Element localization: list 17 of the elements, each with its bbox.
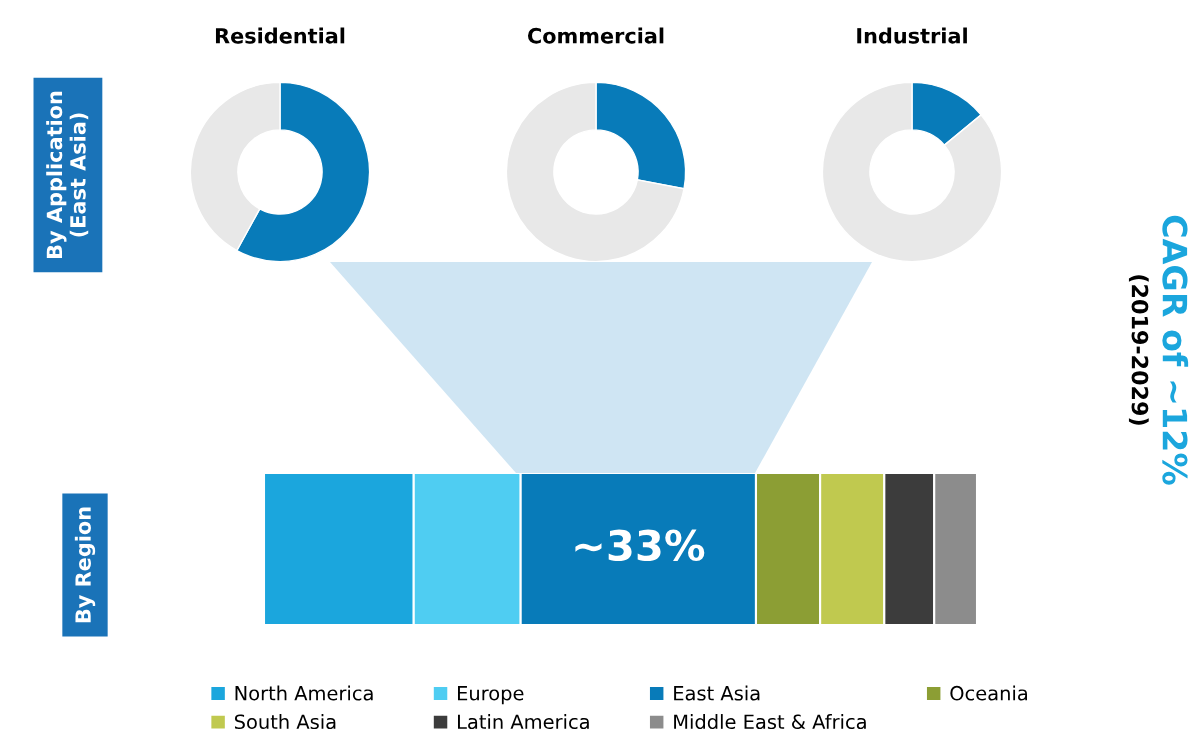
donut-slice bbox=[821, 81, 1003, 263]
legend-label: South Asia bbox=[234, 714, 336, 730]
legend-label: Oceania bbox=[950, 685, 1027, 701]
legend-label: East Asia bbox=[674, 685, 760, 701]
chart-title: Industrial bbox=[857, 27, 967, 44]
chart-title: Residential bbox=[215, 27, 345, 44]
text: By Region bbox=[74, 507, 96, 623]
legend-label: Latin America bbox=[458, 714, 589, 730]
data-label: ~33% bbox=[575, 529, 705, 562]
legend-label: Europe bbox=[458, 686, 524, 705]
legend-label: North America bbox=[235, 685, 373, 701]
chart-title: Commercial bbox=[527, 27, 664, 44]
text: CAGR of ~12% bbox=[1162, 215, 1189, 485]
text: (2019-2029) bbox=[1128, 275, 1149, 425]
donut-slice bbox=[505, 81, 685, 263]
text: By Application (East Asia) bbox=[46, 91, 89, 258]
legend-label: Middle East & Africa bbox=[674, 714, 866, 730]
